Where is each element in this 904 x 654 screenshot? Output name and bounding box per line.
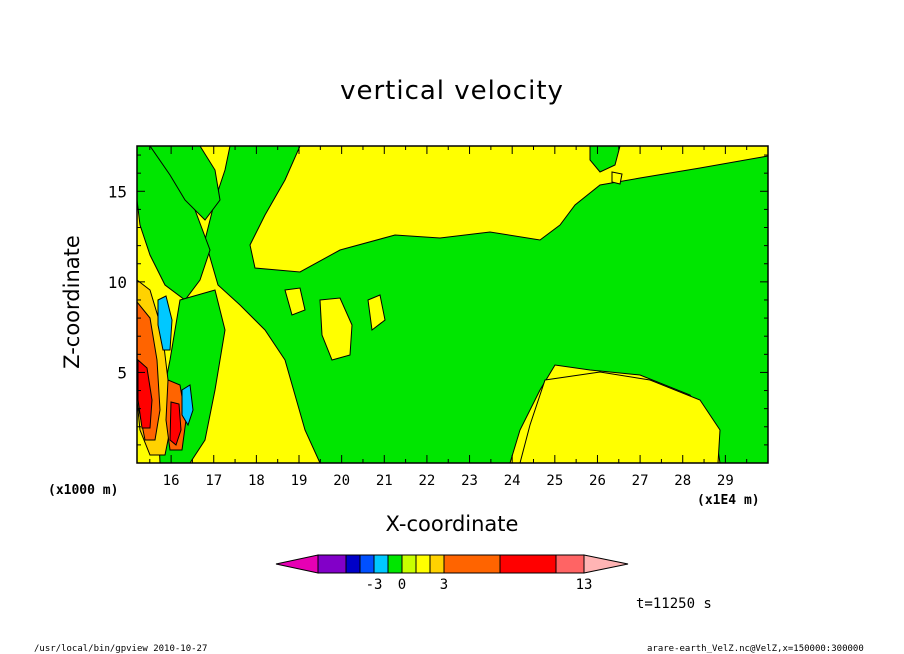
green-region xyxy=(204,146,768,463)
x-tick-label: 26 xyxy=(589,473,606,489)
x-tick-label: 21 xyxy=(376,473,393,489)
legend-label: 3 xyxy=(440,577,448,593)
yellow-island xyxy=(319,297,353,361)
axis-ticks xyxy=(137,146,768,463)
x-unit-left: (x1000 m) xyxy=(48,483,119,498)
green-region xyxy=(149,146,221,221)
legend-swatch xyxy=(275,554,319,574)
negative-core xyxy=(181,384,194,427)
x-unit-right: (x1E4 m) xyxy=(697,493,760,508)
legend-label: 13 xyxy=(576,577,593,593)
legend-swatch xyxy=(415,554,431,574)
x-tick-label: 23 xyxy=(461,473,478,489)
y-tick-label: 5 xyxy=(117,363,127,382)
yellow-island xyxy=(284,287,306,316)
x-tick-label: 19 xyxy=(291,473,308,489)
legend-swatch xyxy=(401,554,417,574)
x-tick-label: 20 xyxy=(333,473,350,489)
x-tick-label: 29 xyxy=(717,473,734,489)
legend-swatch xyxy=(555,554,585,574)
yellow-island xyxy=(367,294,386,331)
x-tick-label: 17 xyxy=(205,473,222,489)
yellow-island xyxy=(519,371,721,463)
footer-right: arare-earth_VelZ.nc@VelZ,x=150000:300000 xyxy=(647,644,864,654)
legend-label: -3 xyxy=(366,577,383,593)
color-legend: -3 0 3 13 xyxy=(275,554,629,593)
y-tick-label: 15 xyxy=(108,182,127,201)
yellow-island xyxy=(611,171,623,185)
y-axis-label: Z-coordinate xyxy=(60,235,84,369)
x-tick-label: 28 xyxy=(674,473,691,489)
legend-swatch xyxy=(583,554,629,574)
x-tick-label: 22 xyxy=(418,473,435,489)
legend-swatch xyxy=(373,554,389,574)
legend-swatch xyxy=(345,554,361,574)
legend-swatch xyxy=(499,554,557,574)
time-label: t=11250 s xyxy=(636,596,712,612)
x-tick-label: 25 xyxy=(546,473,563,489)
x-tick-label: 16 xyxy=(163,473,180,489)
x-tick-label: 24 xyxy=(504,473,521,489)
x-axis-label: X-coordinate xyxy=(385,512,519,536)
footer-left: /usr/local/bin/gpview 2010-10-27 xyxy=(34,644,208,654)
legend-swatch xyxy=(359,554,375,574)
legend-swatch xyxy=(387,554,403,574)
negative-core xyxy=(157,295,173,351)
legend-swatch xyxy=(429,554,445,574)
legend-swatch xyxy=(317,554,347,574)
plot-frame xyxy=(136,145,769,464)
positive-core xyxy=(137,358,153,429)
x-tick-label: 18 xyxy=(248,473,265,489)
chart-title: vertical velocity xyxy=(340,76,564,106)
positive-core xyxy=(169,401,182,446)
y-tick-label: 10 xyxy=(108,273,127,292)
legend-label: 0 xyxy=(398,577,406,593)
tick-labels: 16 17 18 19 20 21 22 23 24 25 26 27 28 29 5 10 15 xyxy=(108,182,734,489)
legend-swatch xyxy=(443,554,501,574)
x-tick-label: 27 xyxy=(632,473,649,489)
